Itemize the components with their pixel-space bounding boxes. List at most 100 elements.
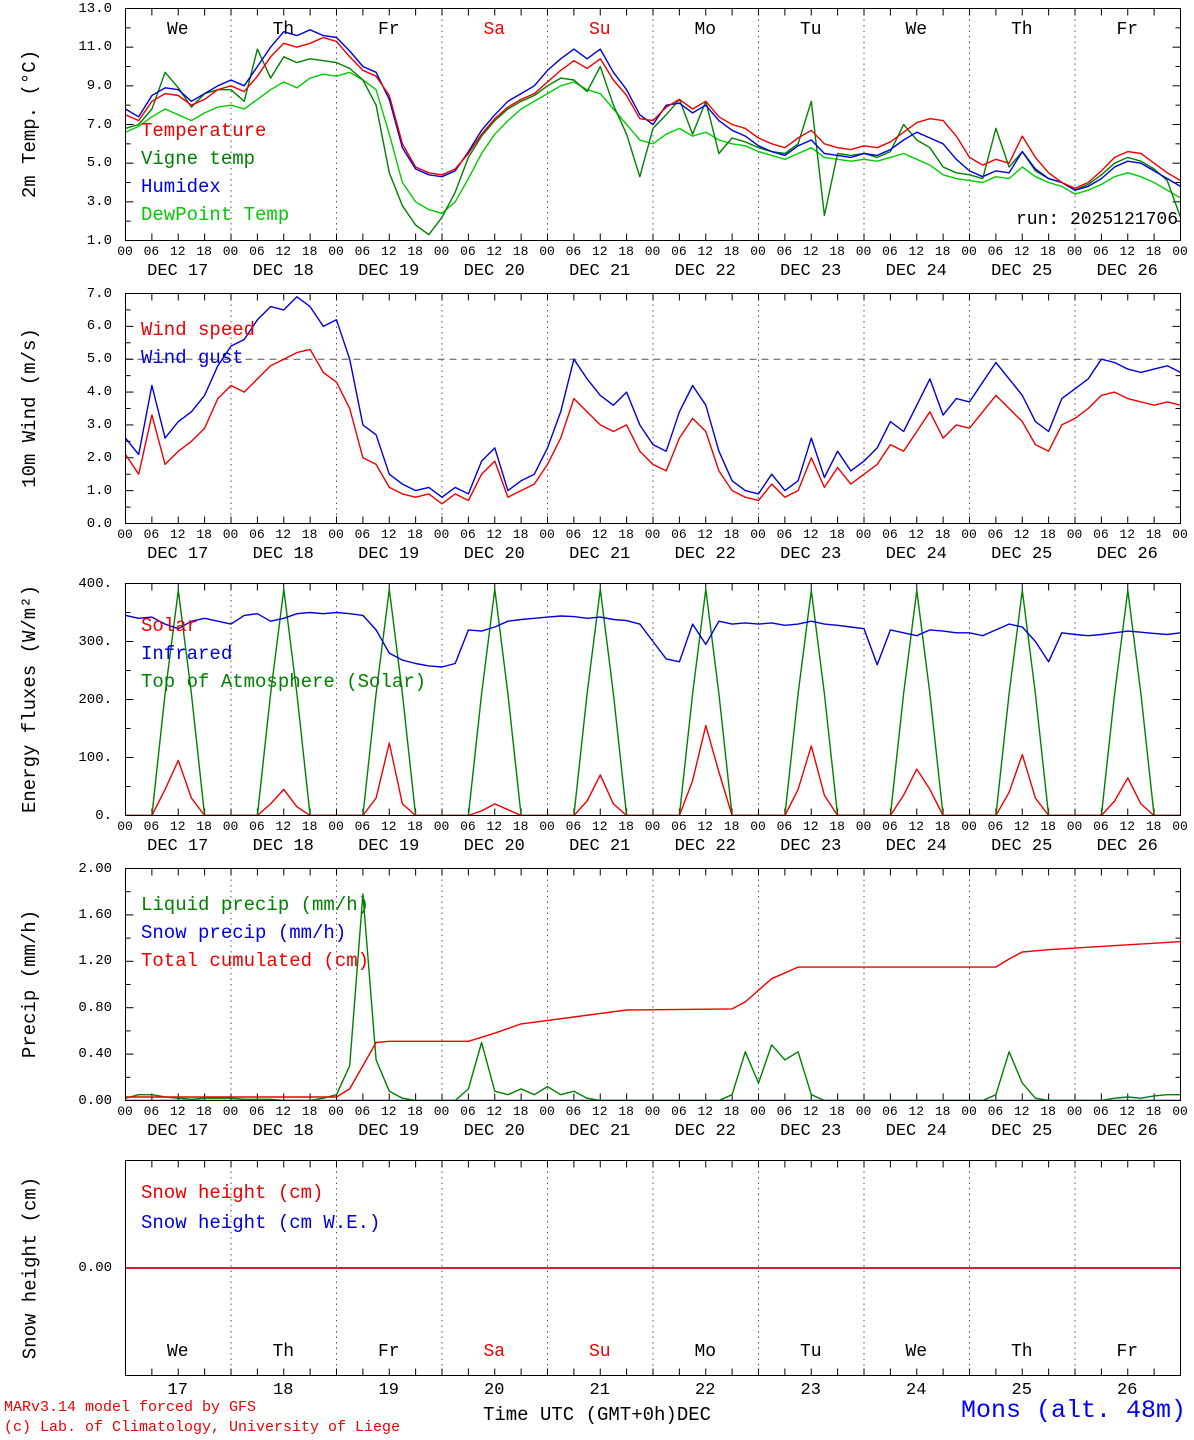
- x-tick-label: 18: [1145, 1104, 1162, 1119]
- x-tick-label: 06: [565, 1104, 582, 1119]
- x-tick-label: 18: [196, 244, 212, 259]
- x-tick-label: 18: [512, 1104, 529, 1119]
- x-tick-label: 18: [1040, 527, 1056, 542]
- x-tick-label: 00: [961, 527, 977, 542]
- y-tick-label: 2.00: [78, 860, 112, 877]
- x-tick-label: 00: [222, 819, 239, 834]
- x-tick-label: 12: [169, 819, 186, 834]
- x-tick-label: 06: [460, 244, 476, 259]
- series-total-cumulated-cm: [125, 940, 1181, 1098]
- weekday-label: Su: [588, 1342, 611, 1362]
- day-label: DEC 21: [569, 1122, 631, 1141]
- x-tick-label: 12: [591, 819, 608, 834]
- x-tick-label: 06: [1093, 527, 1109, 542]
- y-tick-label: 7.0: [86, 116, 112, 133]
- day-label: DEC 26: [1096, 262, 1158, 281]
- x-tick-label: 12: [802, 527, 819, 542]
- x-tick-label: 06: [1093, 819, 1109, 834]
- time-axis-title: Time UTC (GMT+0h)DEC: [0, 1404, 1194, 1426]
- x-tick-label: 00: [644, 244, 661, 259]
- month-label: DEC: [676, 1404, 712, 1426]
- x-tick-label: 18: [829, 1104, 845, 1119]
- plot-10m-wind: [125, 293, 1181, 524]
- x-tick-label: 12: [275, 1104, 292, 1119]
- x-tick-label: 06: [249, 1104, 265, 1119]
- weekday-label: Th: [1010, 1342, 1033, 1362]
- weekday-label: Th: [272, 20, 295, 40]
- x-tick-label: 06: [882, 1104, 898, 1119]
- series-infrared: [125, 611, 1181, 668]
- day-label: DEC 22: [674, 262, 736, 281]
- x-tick-label: 12: [908, 244, 925, 259]
- x-tick-label: 06: [882, 527, 898, 542]
- day-label: DEC 20: [463, 262, 525, 281]
- x-tick-label: 00: [117, 527, 133, 542]
- y-tick-label: 300.: [78, 633, 112, 650]
- plot-border: [125, 868, 1181, 1101]
- panel-precipitation: Precip (mm/h) 0.00 0.40 0.80 1.20 1.60 2.00 L…: [0, 861, 1194, 1146]
- y-tick-label: 1.60: [78, 906, 112, 923]
- x-tick-label: 06: [460, 527, 476, 542]
- x-tick-label: 12: [275, 244, 292, 259]
- x-tick-label: 12: [697, 819, 714, 834]
- day-label: DEC 23: [780, 1122, 842, 1141]
- panel-energy-fluxes: Energy fluxes (W/m²) 0. 100. 200. 300. 400. …: [0, 576, 1194, 861]
- day-label: DEC 23: [780, 837, 842, 856]
- y-tick-label: 1.20: [78, 953, 112, 970]
- day-label: DEC 26: [1096, 1122, 1158, 1141]
- day-label: DEC 22: [674, 837, 736, 856]
- x-tick-label: 18: [407, 527, 423, 542]
- y-tick-label: 1.0: [86, 232, 112, 249]
- x-tick-label: 12: [486, 819, 503, 834]
- x-tick-label: 18: [512, 244, 529, 259]
- day-label: DEC 17: [147, 262, 209, 281]
- weekday-label: Fr: [377, 20, 400, 40]
- day-label: DEC 25: [991, 837, 1053, 856]
- y-tick-label: 0.80: [78, 999, 112, 1016]
- weekday-label: Fr: [377, 1342, 400, 1362]
- x-tick-label: 18: [829, 527, 845, 542]
- x-tick-label: 18: [196, 1104, 212, 1119]
- x-tick-label: 12: [486, 527, 503, 542]
- x-tick-label: 12: [802, 819, 819, 834]
- x-tick-label: 18: [407, 819, 423, 834]
- x-tick-label: 06: [143, 819, 160, 834]
- weekday-label: We: [166, 1342, 189, 1362]
- x-tick-label: 00: [328, 819, 344, 834]
- x-tick-label: 12: [591, 527, 608, 542]
- y-tick-label: 400.: [78, 575, 112, 592]
- x-tick-label: 12: [1119, 1104, 1136, 1119]
- weekday-label: Fr: [1116, 20, 1139, 40]
- x-tick-label: 18: [618, 1104, 634, 1119]
- x-tick-label: 12: [169, 527, 186, 542]
- x-tick-label: 12: [1013, 527, 1030, 542]
- day-label: DEC 19: [358, 837, 420, 856]
- series-vigne-temp: [125, 48, 1181, 236]
- y-tick-label: 2.0: [86, 449, 112, 466]
- plot-energy-fluxes: [125, 583, 1181, 816]
- series-dewpoint-temp: [125, 71, 1181, 215]
- day-label: DEC 18: [252, 545, 314, 564]
- day-number: 26: [1117, 1381, 1138, 1400]
- series-wind-speed: [125, 348, 1181, 505]
- x-tick-label: 12: [697, 244, 714, 259]
- day-number: 20: [484, 1381, 505, 1400]
- y-tick-label: 13.0: [78, 0, 112, 17]
- y-tick-label: 100.: [78, 749, 112, 766]
- y-tick-label: 0.0: [86, 515, 112, 532]
- x-tick-label: 00: [750, 1104, 766, 1119]
- run-label: run: 2025121706: [1015, 210, 1178, 230]
- x-tick-label: 00: [750, 527, 766, 542]
- x-tick-label: 12: [697, 1104, 714, 1119]
- x-tick-label: 18: [301, 527, 318, 542]
- x-tick-label: 00: [750, 819, 766, 834]
- x-tick-label: 00: [644, 1104, 661, 1119]
- x-tick-label: 12: [591, 1104, 608, 1119]
- y-tick-label: 0.40: [78, 1046, 112, 1063]
- day-label: DEC 24: [885, 1122, 947, 1141]
- x-tick-label: 06: [776, 527, 793, 542]
- x-tick-label: 18: [829, 819, 845, 834]
- x-tick-label: 00: [1066, 244, 1083, 259]
- day-label: DEC 19: [358, 262, 420, 281]
- day-number: 24: [906, 1381, 927, 1400]
